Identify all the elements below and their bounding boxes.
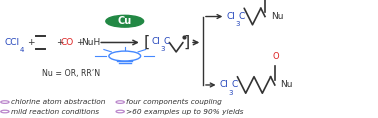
Text: 4: 4	[20, 47, 24, 53]
Text: +: +	[27, 38, 35, 47]
Circle shape	[106, 15, 144, 27]
Circle shape	[113, 17, 137, 25]
Text: Cl: Cl	[219, 80, 228, 89]
Text: NuH: NuH	[81, 38, 100, 47]
Text: Nu: Nu	[280, 80, 293, 89]
Text: 3: 3	[160, 46, 165, 52]
Text: Cu: Cu	[118, 16, 132, 26]
Text: Cl: Cl	[151, 37, 160, 46]
Text: Nu = OR, RR’N: Nu = OR, RR’N	[42, 69, 100, 78]
Text: C: C	[238, 12, 245, 21]
Text: ]: ]	[183, 35, 190, 50]
Text: CCl: CCl	[5, 38, 20, 47]
Text: C: C	[163, 37, 170, 46]
Text: Cl: Cl	[226, 12, 235, 21]
Text: chlorine atom abstraction: chlorine atom abstraction	[11, 99, 105, 105]
Text: [: [	[144, 35, 150, 50]
Text: mild reaction conditions: mild reaction conditions	[11, 109, 99, 114]
Text: +: +	[76, 38, 83, 47]
Text: O: O	[273, 52, 280, 61]
Text: CO: CO	[60, 38, 74, 47]
Text: four components coupling: four components coupling	[126, 99, 222, 105]
Text: 3: 3	[228, 90, 233, 96]
Text: +: +	[56, 38, 64, 47]
Text: >60 examples up to 90% yields: >60 examples up to 90% yields	[126, 108, 244, 115]
Text: 3: 3	[235, 21, 240, 27]
Text: Nu: Nu	[271, 12, 283, 21]
Text: C: C	[231, 80, 238, 89]
